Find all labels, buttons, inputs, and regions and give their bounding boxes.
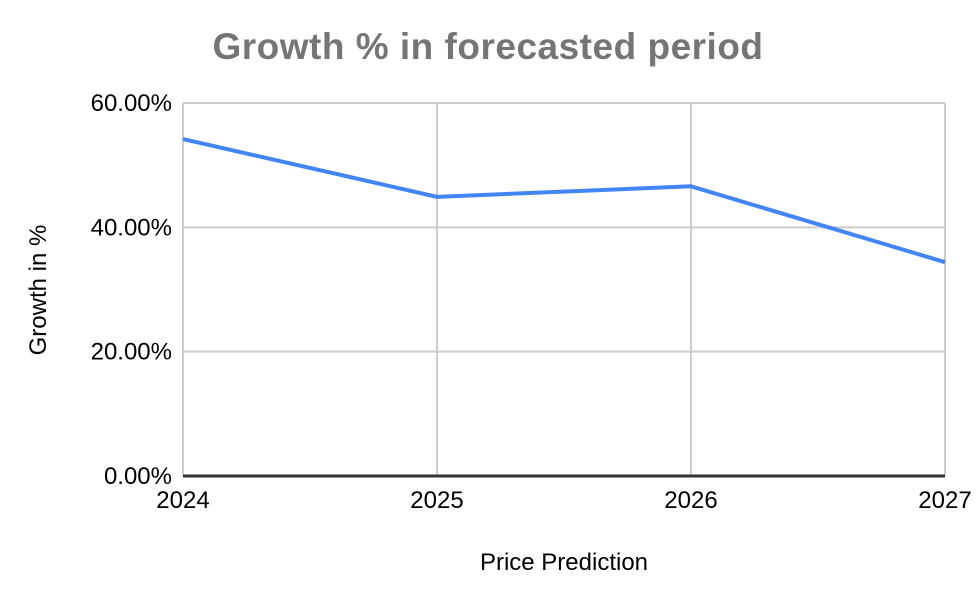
x-tick-label: 2025 (410, 487, 463, 514)
x-tick-label: 2024 (156, 487, 209, 514)
y-tick-label: 0.00% (104, 463, 172, 490)
x-tick-label: 2027 (918, 487, 971, 514)
x-axis-tick-labels: 2024 2025 2026 2027 (156, 487, 971, 514)
y-axis-tick-labels: 0.00% 20.00% 40.00% 60.00% (91, 90, 172, 490)
y-tick-label: 40.00% (91, 214, 172, 241)
gridlines (182, 102, 946, 476)
y-tick-label: 20.00% (91, 339, 172, 366)
y-tick-label: 60.00% (91, 90, 172, 117)
x-tick-label: 2026 (664, 487, 717, 514)
chart-title: Growth % in forecasted period (212, 26, 764, 67)
data-series-line (182, 137, 946, 265)
series-line (182, 137, 946, 265)
x-axis-title: Price Prediction (479, 549, 649, 576)
